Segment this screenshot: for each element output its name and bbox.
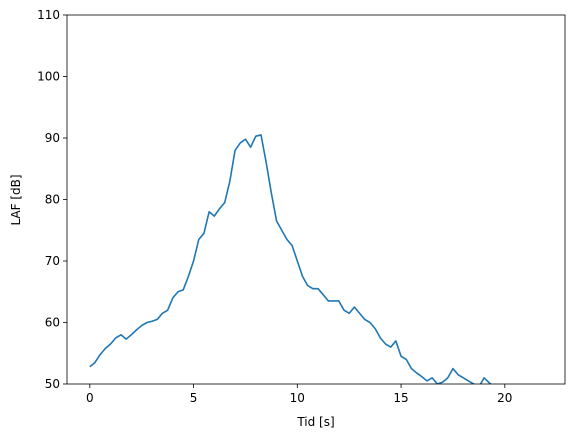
x-tick-label: 15: [393, 391, 408, 405]
y-tick-label: 90: [45, 131, 60, 145]
y-tick-label: 100: [37, 70, 60, 84]
y-tick-label: 80: [45, 193, 60, 207]
x-tick-label: 20: [497, 391, 512, 405]
x-tick-label: 5: [190, 391, 198, 405]
y-tick-label: 50: [45, 377, 60, 391]
y-tick-label: 60: [45, 316, 60, 330]
axes-frame: [66, 14, 566, 385]
x-axis-label: Tid [s]: [296, 415, 334, 429]
x-tick-label: 0: [86, 391, 94, 405]
y-axis-label: LAF [dB]: [9, 174, 23, 225]
x-tick-label: 10: [290, 391, 305, 405]
y-tick-label: 110: [37, 8, 60, 22]
y-tick-label: 70: [45, 254, 60, 268]
data-line: [89, 134, 492, 384]
